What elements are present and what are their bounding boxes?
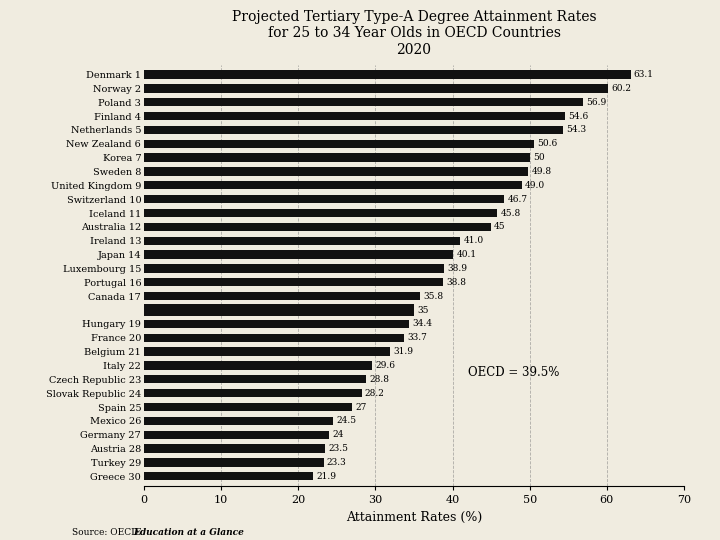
Bar <box>144 140 534 148</box>
Text: 23.5: 23.5 <box>328 444 348 453</box>
Text: 49.0: 49.0 <box>525 181 545 190</box>
Text: 28.8: 28.8 <box>369 375 390 384</box>
Text: OECD = 39.5%: OECD = 39.5% <box>468 366 559 379</box>
Bar <box>144 167 528 176</box>
Bar <box>144 98 583 106</box>
Bar <box>144 181 522 190</box>
Bar <box>144 264 444 273</box>
Text: 50: 50 <box>533 153 544 162</box>
Text: 29.6: 29.6 <box>375 361 395 370</box>
Bar <box>144 320 410 328</box>
Text: 33.7: 33.7 <box>407 333 427 342</box>
Text: 38.8: 38.8 <box>446 278 467 287</box>
Text: 40.1: 40.1 <box>456 250 477 259</box>
Bar <box>144 417 333 425</box>
Text: 35: 35 <box>417 306 428 314</box>
Bar <box>144 292 420 300</box>
Text: 27: 27 <box>356 402 366 411</box>
Text: 41.0: 41.0 <box>464 237 484 245</box>
Text: Education at a Glance: Education at a Glance <box>133 528 244 537</box>
Text: 21.9: 21.9 <box>316 472 336 481</box>
Text: 49.8: 49.8 <box>531 167 552 176</box>
Bar <box>144 237 460 245</box>
Text: 45.8: 45.8 <box>500 208 521 218</box>
Bar <box>144 334 404 342</box>
Bar <box>144 375 366 383</box>
Bar <box>144 403 352 411</box>
Bar <box>144 304 414 316</box>
Bar <box>144 472 313 481</box>
Text: 38.9: 38.9 <box>447 264 467 273</box>
Bar <box>144 84 608 92</box>
Text: Source: OECD: Source: OECD <box>72 528 141 537</box>
X-axis label: Attainment Rates (%): Attainment Rates (%) <box>346 511 482 524</box>
Bar <box>144 222 491 231</box>
Text: 31.9: 31.9 <box>393 347 413 356</box>
Text: 54.6: 54.6 <box>568 112 588 120</box>
Bar <box>144 389 361 397</box>
Text: 24.5: 24.5 <box>336 416 356 426</box>
Bar <box>144 458 324 467</box>
Bar <box>144 195 504 204</box>
Text: 63.1: 63.1 <box>634 70 654 79</box>
Text: 35.8: 35.8 <box>423 292 444 301</box>
Text: 54.3: 54.3 <box>566 125 586 134</box>
Title: Projected Tertiary Type-A Degree Attainment Rates
for 25 to 34 Year Olds in OECD: Projected Tertiary Type-A Degree Attainm… <box>232 10 596 57</box>
Bar <box>144 209 498 217</box>
Text: 45: 45 <box>494 222 506 232</box>
Bar <box>144 70 631 79</box>
Text: 60.2: 60.2 <box>611 84 631 93</box>
Bar <box>144 278 444 287</box>
Bar <box>144 251 454 259</box>
Bar <box>144 361 372 369</box>
Bar <box>144 126 563 134</box>
Text: 34.4: 34.4 <box>413 319 433 328</box>
Bar <box>144 444 325 453</box>
Bar <box>144 430 329 439</box>
Text: 46.7: 46.7 <box>508 195 528 204</box>
Text: 24: 24 <box>332 430 343 439</box>
Bar <box>144 153 530 162</box>
Text: 56.9: 56.9 <box>586 98 606 107</box>
Text: 28.2: 28.2 <box>364 389 384 397</box>
Text: 50.6: 50.6 <box>537 139 558 148</box>
Bar <box>144 112 565 120</box>
Bar <box>144 347 390 356</box>
Text: 23.3: 23.3 <box>327 458 346 467</box>
